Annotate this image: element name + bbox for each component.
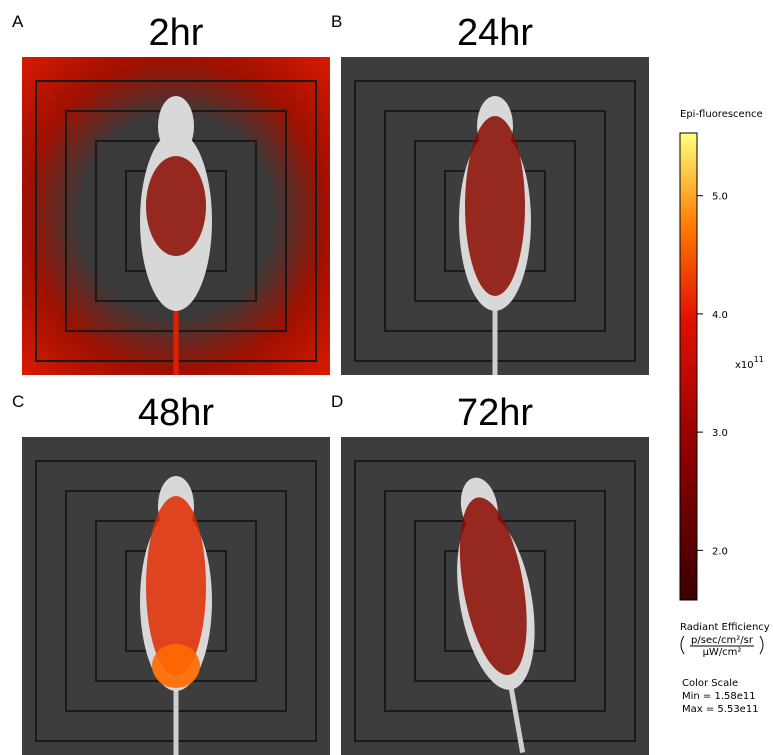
figure: A 2hr B 24hr C 48hr D 72hr Epi-fluorescence x10… (0, 0, 773, 755)
colorbar-tick-label: 4.0 (712, 310, 728, 321)
panel-letter: A (12, 12, 24, 31)
unit-label: Radiant Efficiency (680, 622, 770, 633)
unit-denominator: µW/cm² (703, 647, 742, 658)
unit-numerator: p/sec/cm²/sr (691, 635, 754, 646)
panel-title: 48hr (138, 392, 214, 434)
multiplier: x1011 (735, 355, 764, 371)
panel-letter: D (331, 392, 343, 411)
multiplier-exponent: 11 (754, 355, 764, 364)
colorbar-tick-label: 2.0 (712, 546, 728, 557)
panel-title: 72hr (457, 392, 533, 434)
colorbar-tick-label: 5.0 (712, 192, 728, 203)
scale-max: Max = 5.53e11 (682, 704, 759, 715)
colorbar-title: Epi-fluorescence (680, 109, 763, 120)
panel-letter: C (12, 392, 24, 411)
colorbar (680, 133, 697, 600)
panel-title: 2hr (149, 12, 204, 54)
mouse-head (158, 96, 194, 156)
scale-min: Min = 1.58e11 (682, 691, 756, 702)
panel-letter: B (331, 12, 342, 31)
scale-title: Color Scale (682, 678, 738, 689)
fluorescence-hotspot (152, 644, 200, 688)
colorbar-tick-label: 3.0 (712, 428, 728, 439)
panel-title: 24hr (457, 12, 533, 54)
fluorescence (465, 116, 525, 296)
multiplier-base: x10 (735, 360, 754, 371)
fluorescence (146, 156, 206, 256)
